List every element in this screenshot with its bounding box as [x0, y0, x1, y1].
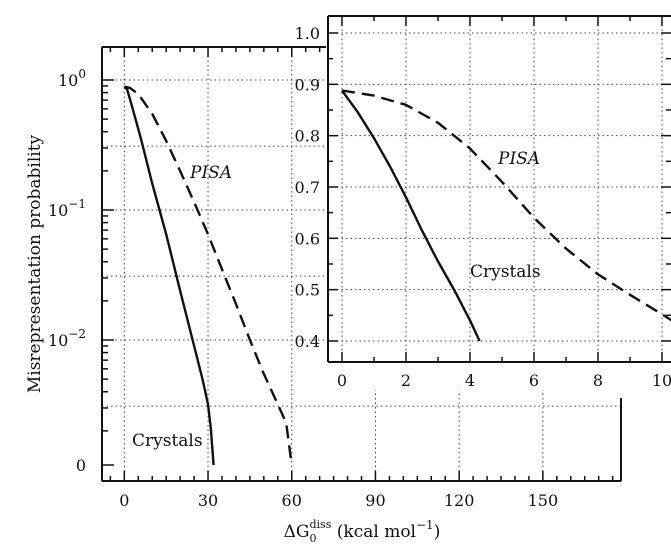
inset-x-tick-label: 4	[465, 371, 475, 390]
inset-y-tick-label: 0.6	[295, 229, 320, 248]
main-y-tick-label: 10−1	[48, 197, 86, 220]
main-x-tick-label: 0	[119, 491, 129, 510]
main-series-crystals	[123, 85, 215, 466]
inset-series-pisa	[341, 89, 671, 322]
main-series-label-pisa: PISA	[189, 163, 232, 183]
main-y-tick-label: 10−2	[48, 327, 86, 350]
inset-y-tick-label: 0.5	[295, 281, 320, 300]
main-x-tick-label: 90	[365, 491, 385, 510]
main-x-tick-label: 30	[198, 491, 218, 510]
inset-panel: 0 2 4 6 8 10 0.4 0.5 0.6 0.7 0.8 0.9 1.0 PISA Crystals	[295, 12, 671, 390]
inset-background	[326, 12, 671, 390]
inset-y-tick-label: 0.7	[295, 178, 320, 197]
inset-series-crystals	[341, 89, 481, 342]
inset-x-tick-label: 6	[529, 371, 539, 390]
main-x-tick-label: 150	[528, 491, 559, 510]
inset-y-tick-label: 1.0	[295, 24, 320, 43]
main-y-tick-label: 100	[58, 67, 86, 90]
main-y-axis-title: Misrepresentation probability	[25, 134, 45, 393]
main-series-label-crystals: Crystals	[132, 431, 203, 451]
inset-x-tick-label: 10	[652, 371, 671, 390]
inset-series-label-pisa: PISA	[497, 149, 540, 169]
inset-x-tick-label: 8	[593, 371, 603, 390]
main-series-pisa	[124, 85, 293, 466]
inset-series-label-crystals: Crystals	[470, 262, 541, 282]
inset-y-tick-label: 0.4	[295, 332, 320, 351]
inset-x-tick-label: 0	[337, 371, 347, 390]
main-x-axis-title: ΔG0diss (kcal mol−1)	[284, 518, 441, 545]
inset-y-tick-label: 0.8	[295, 127, 320, 146]
main-x-tick-label: 60	[282, 491, 302, 510]
main-y-tick-label: 0	[76, 456, 86, 475]
inset-x-tick-label: 2	[401, 371, 411, 390]
inset-y-tick-label: 0.9	[295, 75, 320, 94]
main-x-tick-label: 120	[444, 491, 475, 510]
